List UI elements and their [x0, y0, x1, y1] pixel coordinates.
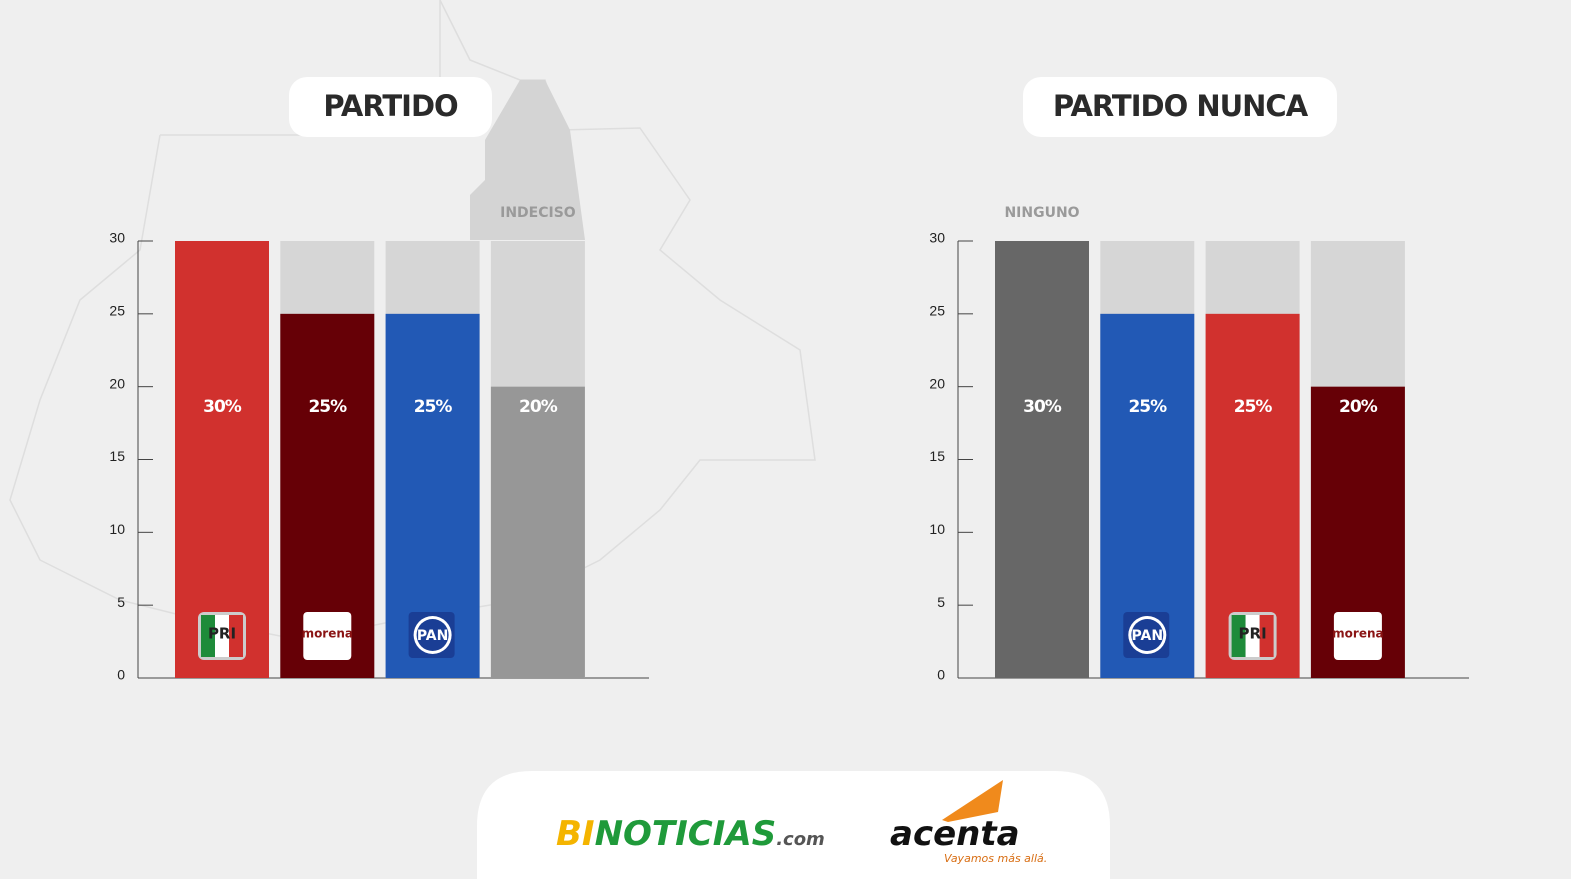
y-tick-label: 20 [109, 375, 125, 391]
value-label: 20% [1339, 397, 1378, 417]
brand-part: .com [776, 829, 825, 850]
brand-logo: BINOTICIAS.com [556, 814, 825, 854]
bar [490, 386, 585, 678]
value-label: 25% [308, 397, 347, 417]
y-tick-label: 25 [109, 303, 125, 319]
category-label: PRI [208, 625, 236, 643]
partner-mark [942, 780, 1003, 822]
category-label: NINGUNO [1004, 205, 1079, 221]
category-label: morena [302, 627, 353, 641]
charts: PARTIDO 0 5 10 15 20 25 30 30% PRI 25% morena 25% PAN… [109, 77, 1469, 683]
value-label: 25% [1128, 397, 1167, 417]
y-tick-label: 10 [929, 521, 945, 537]
logo-frame [1333, 612, 1382, 660]
y-tick-label: 20 [929, 375, 945, 391]
brand-part: NOTICIAS [595, 814, 777, 854]
logo-stripe [1245, 615, 1260, 657]
chart: PARTIDO NUNCA 0 5 10 15 20 25 30 30% NINGUNO 25% PA… [929, 77, 1469, 683]
y-tick-label: 30 [929, 230, 945, 246]
y-tick-label: 0 [117, 667, 125, 683]
category-label: morena [1332, 627, 1383, 641]
y-tick-label: 25 [929, 303, 945, 319]
logo-stripe [215, 615, 229, 657]
title-pill [289, 77, 492, 137]
y-tick-label: 15 [109, 448, 125, 464]
y-tick-label: 15 [929, 448, 945, 464]
brand-part: BI [556, 814, 595, 854]
chart: PARTIDO 0 5 10 15 20 25 30 30% PRI 25% morena 25% PAN… [109, 77, 649, 683]
category-label: PAN [417, 628, 449, 644]
logo-stripe [229, 615, 243, 657]
value-label: 25% [1234, 397, 1273, 417]
footer: BINOTICIAS.com acenta Vayamos más allá. [477, 771, 1110, 879]
category-label: PAN [1132, 628, 1164, 644]
logo-stripe [1231, 615, 1246, 657]
value-label: 30% [1023, 397, 1062, 417]
chart-title: PARTIDO NUNCA [1053, 89, 1309, 123]
bar [995, 241, 1089, 678]
category-label: PRI [1239, 625, 1267, 643]
map-highlight [470, 80, 585, 240]
chart-title: PARTIDO [323, 89, 458, 123]
bar [175, 241, 269, 678]
logo-stripe [1259, 615, 1274, 657]
value-label: 30% [203, 397, 242, 417]
footer-panel [477, 771, 1110, 879]
logo-circle [416, 619, 449, 651]
title-pill [1023, 77, 1337, 137]
category-label: INDECISO [500, 205, 576, 221]
partner-logo: acenta [890, 814, 1020, 854]
value-label: 20% [519, 397, 558, 417]
logo-stripe [201, 615, 215, 657]
logo-circle [1131, 619, 1164, 651]
y-tick-label: 5 [117, 594, 125, 610]
y-tick-label: 30 [109, 230, 125, 246]
y-tick-label: 10 [109, 521, 125, 537]
value-label: 25% [414, 397, 453, 417]
partner-slogan: Vayamos más allá. [944, 852, 1047, 865]
logo-frame [303, 612, 352, 660]
y-tick-label: 0 [937, 667, 945, 683]
y-tick-label: 5 [937, 594, 945, 610]
